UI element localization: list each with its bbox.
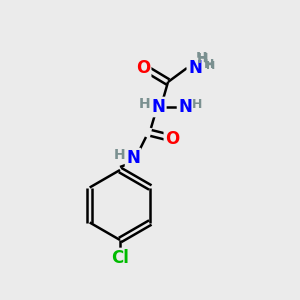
Text: H: H [197,52,209,66]
Text: Cl: Cl [111,249,129,267]
Text: H: H [192,98,202,110]
Text: N: N [178,98,192,116]
Text: H: H [196,51,208,65]
Text: N: N [188,59,202,77]
Text: O: O [136,59,150,77]
Text: N: N [151,98,165,116]
Text: N: N [126,149,140,167]
Text: H: H [204,58,214,70]
Text: H: H [139,97,151,111]
Text: H: H [114,148,126,162]
Text: H: H [206,61,216,71]
Text: N: N [188,59,202,77]
Text: O: O [165,130,179,148]
